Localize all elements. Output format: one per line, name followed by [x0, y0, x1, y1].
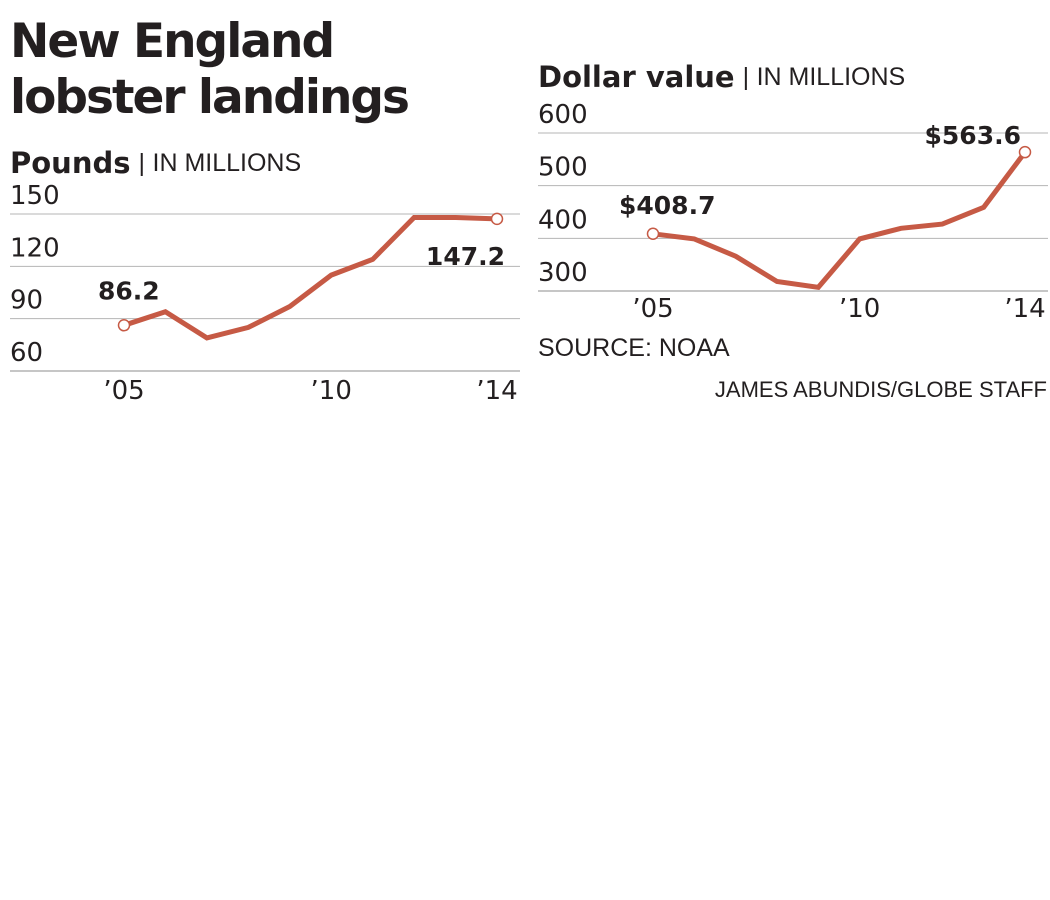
source-note: SOURCE: NOAA	[538, 334, 730, 362]
pounds-chart-svg: Pounds | IN MILLIONS 150 120 90 60 ’05 ’10 ’14 86.…	[10, 146, 520, 406]
y-tick-label: 400	[538, 205, 588, 235]
y-tick-label: 300	[538, 258, 588, 288]
y-tick-label: 120	[10, 233, 60, 263]
endpoint-marker	[646, 227, 660, 241]
chart-title: Dollar value	[538, 60, 735, 94]
series-line	[123, 215, 498, 341]
x-tick-label: ’05	[103, 376, 144, 406]
dollar-value-chart: Dollar value | IN MILLIONS 600 500 400 300 ’05 ’…	[530, 55, 1050, 335]
x-tick-label: ’10	[311, 376, 352, 406]
credit-line: JAMES ABUNDIS/GLOBE STAFF	[714, 377, 1047, 402]
unit-separator: |	[743, 63, 750, 91]
x-tick-label: ’14	[476, 376, 517, 406]
unit-label: IN MILLIONS	[153, 149, 302, 177]
data-label: 147.2	[426, 242, 505, 271]
headline: New England lobster landings	[10, 14, 410, 125]
pounds-chart: Pounds | IN MILLIONS 150 120 90 60 ’05 ’10 ’14 86.…	[0, 140, 525, 410]
unit-separator: |	[139, 149, 146, 177]
data-label: $408.7	[619, 191, 715, 220]
x-tick-label: ’05	[632, 294, 673, 324]
dollar-value-chart-svg: Dollar value | IN MILLIONS 600 500 400 300 ’05 ’…	[538, 60, 1048, 324]
chart-title: Pounds	[10, 146, 131, 180]
data-label: 86.2	[98, 276, 160, 305]
y-tick-label: 150	[10, 181, 60, 211]
y-tick-label: 500	[538, 153, 588, 183]
y-tick-label: 90	[10, 286, 43, 316]
data-label: $563.6	[925, 121, 1021, 150]
endpoint-marker	[117, 319, 131, 332]
y-tick-label: 60	[10, 338, 43, 368]
series-line	[652, 150, 1028, 290]
endpoint-marker	[490, 212, 504, 226]
unit-label: IN MILLIONS	[757, 63, 906, 91]
x-tick-label: ’10	[839, 294, 880, 324]
x-tick-label: ’14	[1004, 294, 1045, 324]
endpoint-marker	[1018, 145, 1032, 159]
y-tick-label: 600	[538, 100, 588, 130]
